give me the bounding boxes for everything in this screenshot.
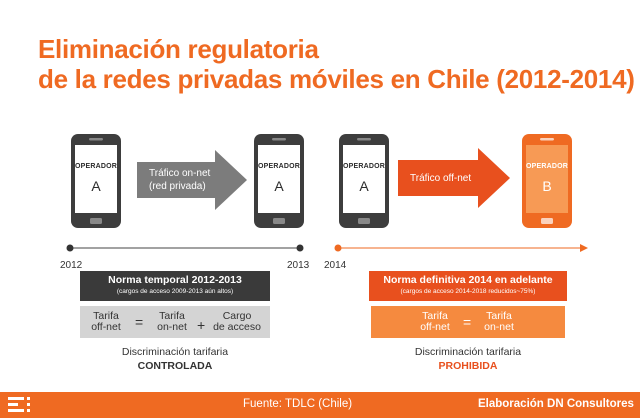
definitive-rule-subtitle: (cargos de acceso 2014-2018 reducidos~75…	[400, 288, 536, 295]
phone-operator-b-2014: OPERADOR B	[521, 133, 573, 229]
footer-source: Fuente: TDLC (Chile)	[243, 398, 353, 410]
temporary-rule-heading: Norma temporal 2012-2013 (cargos de acce…	[80, 271, 270, 301]
formula-term-line: on-net	[484, 321, 514, 333]
tariff-discrimination-label: Discriminación tarifaria	[121, 346, 229, 358]
formula-term-line: off-net	[91, 321, 121, 333]
temporary-rule-title: Norma temporal 2012-2013	[108, 274, 242, 286]
year-label-2012: 2012	[60, 260, 83, 271]
operator-label: OPERADOR	[74, 163, 118, 170]
formula-term-tarifa-on-net: Tarifa on-net	[477, 311, 521, 333]
smartphone-icon	[339, 134, 389, 228]
formula-term-tarifa-off-net: Tarifa off-net	[413, 311, 457, 333]
smartphone-icon	[522, 134, 572, 228]
operator-letter: A	[274, 178, 284, 194]
phone-operator-a-2013: OPERADOR A	[253, 133, 305, 229]
formula-term-line: Tarifa	[422, 310, 448, 322]
timeline-dot-2014	[334, 244, 342, 252]
timeline-dot-2013	[296, 244, 304, 252]
arrow-off-net	[398, 148, 510, 208]
formula-term-cargo-de-acceso: Cargo de acceso	[208, 311, 266, 333]
phone-operator-a-2012: OPERADOR A	[70, 133, 122, 229]
formula-term-line: on-net	[157, 321, 187, 333]
timeline-arrowhead	[580, 244, 588, 252]
formula-equals: =	[463, 314, 472, 330]
formula-term-tarifa-on-net: Tarifa on-net	[152, 311, 192, 333]
arrow-on-net	[137, 150, 247, 210]
formula-term-line: Tarifa	[486, 310, 512, 322]
formula-term-line: de acceso	[213, 321, 261, 333]
arrow-on-net-line-1: Tráfico on-net	[149, 168, 211, 179]
timeline	[66, 244, 588, 252]
title-line-1: Eliminación regulatoria	[38, 34, 319, 64]
formula-plus: +	[197, 317, 206, 333]
definitive-rule-heading: Norma definitiva 2014 en adelante (cargo…	[369, 271, 567, 301]
operator-label: OPERADOR	[342, 163, 386, 170]
formula-equals: =	[135, 314, 144, 330]
temporary-rule-formula: Tarifa off-net = Tarifa on-net + Cargo d…	[80, 306, 270, 338]
operator-letter: B	[542, 178, 552, 194]
title-line-2: de la redes privadas móviles en Chile (2…	[38, 64, 635, 94]
tariff-discrimination-label: Discriminación tarifaria	[414, 346, 522, 358]
formula-term-line: Cargo	[222, 310, 252, 322]
formula-term-line: Tarifa	[93, 310, 119, 322]
operator-letter: A	[91, 178, 101, 194]
footer-bar	[0, 392, 640, 418]
smartphone-icon	[71, 134, 121, 228]
arrow-off-net-label: Tráfico off-net	[410, 173, 472, 184]
tariff-discrimination-status: CONTROLADA	[137, 360, 213, 372]
operator-label: OPERADOR	[257, 163, 301, 170]
formula-term-tarifa-off-net: Tarifa off-net	[86, 311, 126, 333]
timeline-dot-2012	[66, 244, 74, 252]
definitive-rule-title: Norma definitiva 2014 en adelante	[383, 274, 553, 286]
smartphone-icon	[254, 134, 304, 228]
arrow-on-net-line-2: (red privada)	[149, 181, 206, 192]
dn-logo-icon	[8, 397, 30, 412]
definitive-rule-formula: Tarifa off-net = Tarifa on-net	[371, 306, 565, 338]
year-label-2013: 2013	[287, 260, 310, 271]
tariff-discrimination-status: PROHIBIDA	[438, 360, 498, 372]
formula-term-line: Tarifa	[159, 310, 185, 322]
operator-letter: A	[359, 178, 369, 194]
arrow-on-net-label: Tráfico on-net (red privada)	[149, 167, 210, 193]
formula-term-line: off-net	[420, 321, 450, 333]
temporary-rule-subtitle: (cargos de acceso 2009-2013 aún altos)	[116, 288, 234, 295]
operator-label: OPERADOR	[525, 163, 569, 170]
footer-credit: Elaboración DN Consultores	[478, 398, 634, 410]
phone-operator-a-2014: OPERADOR A	[338, 133, 390, 229]
year-label-2014: 2014	[324, 260, 347, 271]
